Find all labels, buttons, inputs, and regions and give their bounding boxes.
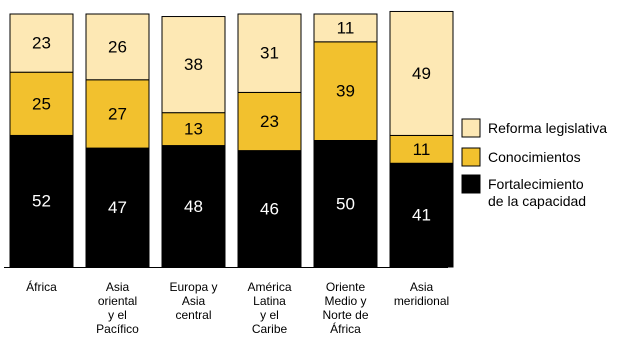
category-label-5-line-1: Oriente [326,280,366,294]
data-label-6-1: 41 [412,206,431,225]
bar-segment-3-2 [161,112,226,147]
legend-swatch-2 [461,147,481,167]
data-label-5-3: 11 [337,18,355,37]
category-label-4-line-3: y el [260,308,279,322]
bar-segment-1-2 [9,71,74,136]
data-label-2-1: 47 [108,198,127,217]
data-label-5-1: 50 [336,194,355,213]
bar-segment-5-1 [313,140,378,268]
data-label-1-3: 23 [32,34,51,53]
bar-segment-5-3 [313,13,378,43]
data-label-2-2: 27 [108,104,127,123]
bar-segment-4-2 [237,91,302,152]
category-label-6-line-1: Asia [410,280,434,294]
category-label-5-line-4: África [330,321,361,336]
bar-segment-3-3 [161,16,226,114]
category-label-4-line-2: Latina [253,294,286,308]
legend-swatch-1 [461,118,481,138]
data-label-2-3: 26 [108,37,127,56]
legend-label-3-line-1: Fortalecimiento [488,176,584,192]
data-label-6-2: 11 [413,140,431,159]
bar-segment-5-2 [313,41,378,141]
data-label-4-3: 31 [260,44,279,63]
bar-segment-1-1 [9,134,74,268]
data-label-6-3: 49 [412,64,431,83]
legend-swatch-3 [461,174,481,194]
category-label-5-line-2: Medio y [324,294,366,308]
bar-segment-2-1 [85,147,150,268]
legend-label-3-line-2: de la capacidad [488,193,586,209]
bar-segment-1-3 [9,13,74,73]
category-label-2-line-4: Pacífico [96,322,139,336]
category-label-1-line-1: África [26,279,57,294]
category-label-4-line-1: América [247,280,291,294]
category-label-3-line-1: Europa y [169,280,217,294]
bar-segment-6-1 [389,162,454,268]
category-label-2-line-3: y el [108,308,127,322]
category-label-3-line-2: Asia [182,294,206,308]
data-label-4-2: 23 [260,112,279,131]
bar-segment-6-2 [389,134,454,164]
bar-segment-3-1 [161,145,226,268]
data-label-5-2: 39 [336,82,355,101]
bar-segment-4-1 [237,150,302,268]
category-label-4-line-4: Caribe [252,322,288,336]
bar-segment-2-2 [85,79,150,149]
data-label-3-3: 38 [184,55,203,74]
data-label-3-1: 48 [184,197,203,216]
legend-label-1-line-1: Reforma legislativa [488,120,607,136]
category-label-6-line-2: meridional [394,294,449,308]
data-label-1-1: 52 [32,192,51,211]
bars-group: 52 25 23 47 27 26 48 13 38 46 23 31 50 39 11 41 11 49 [9,10,454,268]
data-label-3-2: 13 [184,120,203,139]
bar-segment-4-3 [237,13,302,93]
legend-label-2-line-1: Conocimientos [488,149,581,165]
category-label-2-line-2: oriental [98,294,137,308]
legend: Reforma legislativa Conocimientos Fortalec… [461,118,607,209]
category-label-5-line-3: Norte de [322,308,368,322]
category-label-3-line-3: central [175,308,211,322]
data-label-1-2: 25 [32,94,51,113]
bar-segment-2-3 [85,13,150,81]
category-label-2-line-1: Asia [106,280,130,294]
bar-segment-6-3 [389,10,454,136]
data-label-4-1: 46 [260,199,279,218]
